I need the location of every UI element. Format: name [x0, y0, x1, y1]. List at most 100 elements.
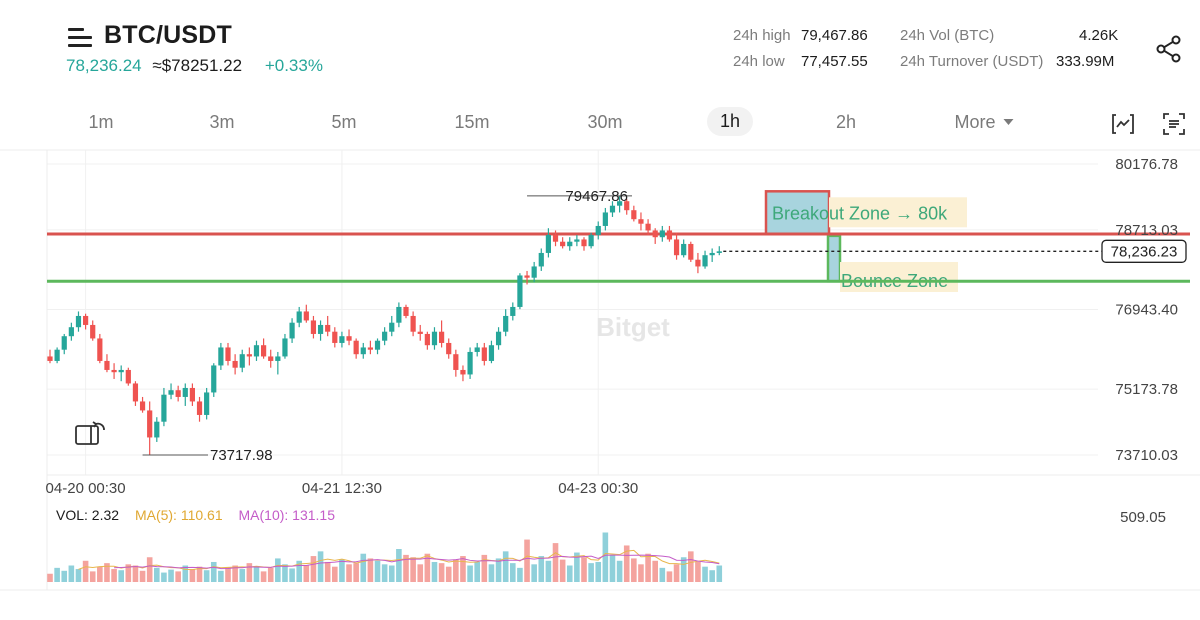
share-icon[interactable] — [1154, 34, 1184, 64]
volume-bar — [232, 565, 238, 582]
tab-5m[interactable]: 5m — [331, 112, 357, 132]
candle-body — [602, 212, 608, 226]
volume-bar — [616, 560, 623, 582]
y-tick-label: 76943.40 — [1115, 302, 1178, 319]
tab-15m[interactable]: 15m — [454, 112, 490, 132]
y-tick-label: 75173.78 — [1115, 381, 1178, 398]
candle-body — [353, 340, 359, 355]
candle-body — [211, 365, 217, 393]
candle-body — [54, 349, 60, 361]
volume-bar — [602, 532, 609, 582]
volume-bar — [481, 554, 488, 582]
volume-bar — [54, 567, 60, 582]
trading-pair-title[interactable]: BTC/USDT — [104, 21, 232, 49]
candle-body — [125, 369, 131, 384]
y-tick-label: 78713.03 — [1115, 222, 1178, 239]
tab-2h[interactable]: 2h — [835, 112, 857, 132]
candle-body — [574, 239, 580, 242]
volume-bar — [445, 566, 452, 582]
volume-bar — [559, 559, 566, 582]
volume-bar — [396, 548, 402, 582]
candle-body — [474, 347, 480, 352]
candle-body — [196, 401, 203, 415]
volume-bar — [203, 570, 210, 582]
candle-body — [609, 205, 616, 213]
volume-bar — [75, 569, 82, 582]
volume-bar — [403, 554, 409, 582]
volume-bar — [146, 557, 153, 582]
volume-bar — [623, 545, 630, 582]
ma5-label: MA(5): 110.61 — [134, 507, 223, 523]
fullscreen-icon[interactable] — [1162, 112, 1186, 136]
volume-bar — [680, 557, 687, 582]
volume-bar — [111, 569, 117, 582]
candle-body — [268, 356, 274, 361]
vol-label: VOL: 2.32 — [56, 507, 120, 523]
volume-bar — [289, 568, 295, 582]
candle-body — [154, 421, 160, 438]
volume-bar — [467, 565, 473, 582]
volume-layer: 509.05 — [47, 509, 1166, 582]
x-axis: 04-20 00:30 04-21 12:30 04-23 00:30 — [46, 480, 639, 497]
volume-legend: VOL: 2.32 MA(5): 110.61 MA(10): 131.15 — [56, 507, 347, 523]
volume-bar — [545, 560, 552, 582]
tab-more[interactable]: More — [954, 112, 1014, 133]
candle-body — [225, 347, 231, 361]
candle-body — [346, 336, 352, 341]
volume-bar — [531, 564, 537, 582]
menu-icon[interactable] — [68, 27, 94, 47]
volume-bar — [431, 561, 438, 582]
candle-body — [666, 230, 673, 240]
volume-bar — [474, 561, 480, 582]
stat-label-24h-vol: 24h Vol (BTC) — [900, 27, 995, 44]
candle-body — [467, 351, 473, 375]
tab-3m[interactable]: 3m — [209, 112, 235, 132]
markers-layer: 79467.86 73717.98 78,236.23 — [142, 188, 1187, 464]
volume-bar — [47, 573, 53, 582]
levels-layer — [47, 232, 1190, 283]
volume-bar — [253, 566, 260, 582]
candle-body — [431, 331, 438, 346]
candle-body — [253, 345, 260, 357]
candle-body — [360, 347, 366, 355]
volume-bar — [688, 551, 694, 582]
tab-30m[interactable]: 30m — [587, 112, 623, 132]
candle-body — [147, 410, 153, 438]
candle-body — [118, 369, 124, 373]
candle-body — [446, 342, 452, 355]
candle-body — [68, 327, 74, 337]
indicator-icon[interactable] — [1111, 112, 1135, 136]
volume-bar — [495, 558, 502, 582]
landscape-rotate-icon[interactable] — [74, 418, 108, 448]
candle-body — [688, 243, 694, 260]
volume-bar — [132, 565, 139, 582]
candle-body — [424, 333, 430, 346]
candle-body — [189, 387, 195, 402]
stat-label-24h-turnover: 24h Turnover (USDT) — [900, 53, 1044, 70]
stat-value-24h-turnover: 333.99M — [1056, 53, 1115, 70]
interval-tabs: 1m 3m 5m 15m 30m 1h 2h More — [0, 102, 1200, 146]
candle-body — [524, 275, 530, 278]
candle-body — [303, 311, 309, 321]
ma5-line — [78, 549, 720, 571]
volume-bar — [246, 563, 253, 582]
tab-1h[interactable]: 1h — [706, 107, 754, 136]
bounce-zone-label-bg — [840, 262, 958, 292]
candle-body — [567, 241, 573, 247]
candle-body — [90, 324, 96, 339]
low-marker-label: 73717.98 — [210, 447, 273, 464]
candle-body — [289, 322, 295, 339]
breakout-zone-label-bg — [829, 197, 967, 228]
candle-body — [325, 324, 331, 332]
candle-body — [204, 392, 210, 415]
candle-body — [652, 230, 658, 238]
candle-body — [83, 315, 89, 325]
candle-body — [503, 315, 509, 332]
current-price-box — [1101, 239, 1187, 263]
volume-bar — [260, 571, 267, 582]
volume-bar — [154, 567, 160, 582]
volume-bar — [388, 565, 395, 582]
tab-1m[interactable]: 1m — [88, 112, 114, 132]
candle-body — [510, 306, 516, 316]
